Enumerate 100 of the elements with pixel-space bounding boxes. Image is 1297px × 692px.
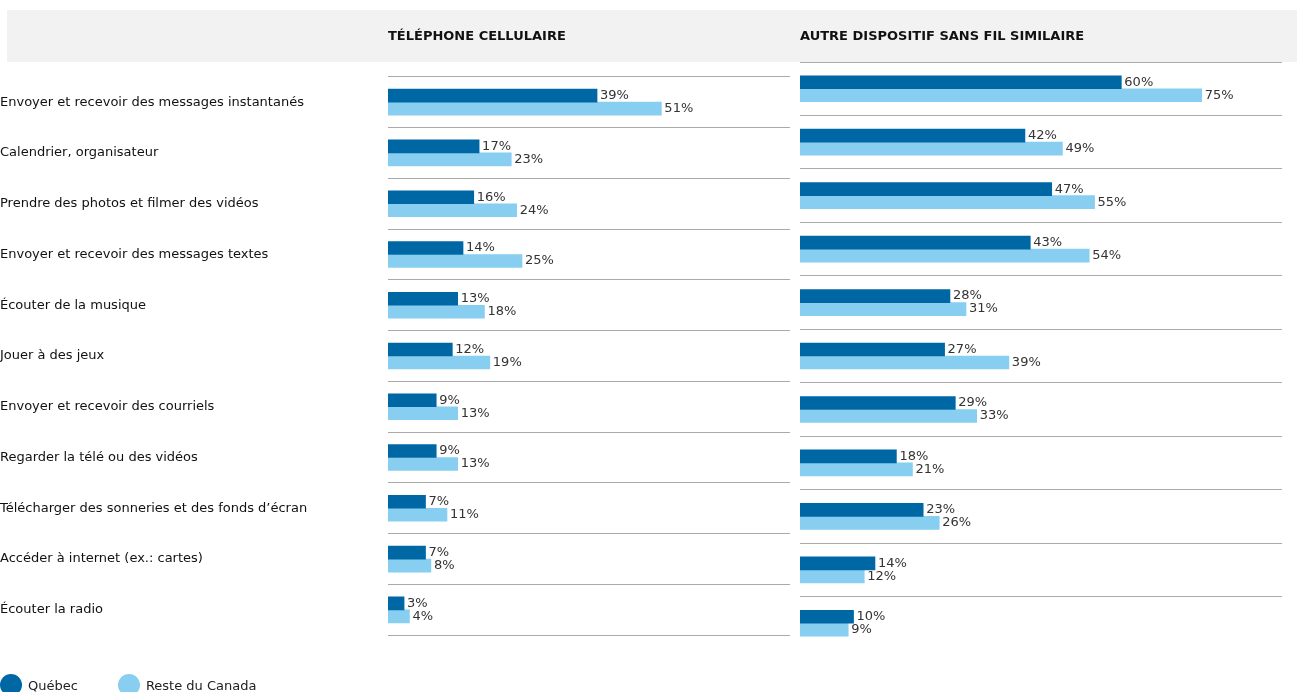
data-label: 12%	[867, 567, 897, 583]
bar	[388, 139, 480, 154]
bar	[388, 241, 464, 255]
bar	[800, 396, 956, 410]
data-label: 10%	[856, 608, 886, 624]
data-label: 24%	[519, 201, 549, 217]
data-label: 28%	[952, 287, 982, 303]
data-label: 27%	[947, 340, 977, 356]
data-label: 31%	[969, 300, 998, 316]
bar	[388, 545, 426, 560]
bar	[388, 457, 459, 471]
bar	[800, 462, 913, 477]
data-label: 14%	[466, 239, 495, 255]
data-label: 7%	[428, 493, 450, 509]
legend-label: Reste du Canada	[145, 677, 257, 692]
data-label: 55%	[1097, 193, 1127, 209]
y-tick-label: Envoyer et recevoir des messages instantanés	[0, 93, 305, 109]
bar	[388, 393, 437, 408]
bar	[388, 152, 512, 167]
bar	[388, 494, 426, 509]
bar	[800, 503, 924, 517]
data-label: 14%	[877, 554, 907, 570]
data-label: 21%	[915, 460, 945, 476]
y-tick-label: Écouter de la musique	[0, 296, 146, 312]
data-label: 13%	[460, 404, 490, 420]
y-tick-label: Accéder à internet (ex.: cartes)	[0, 550, 203, 566]
bar	[388, 342, 453, 357]
data-label: 42%	[1027, 127, 1057, 143]
y-tick-label: Regarder la télé ou des vidéos	[0, 448, 199, 464]
bar	[800, 302, 967, 316]
bar	[800, 248, 1090, 263]
bar	[800, 516, 940, 530]
bar	[388, 101, 662, 116]
y-tick-label: Jouer à des jeux	[0, 347, 105, 363]
bar	[388, 444, 437, 458]
data-label: 54%	[1092, 246, 1122, 262]
data-label: 3%	[407, 594, 428, 610]
bar	[388, 558, 432, 573]
data-label: 51%	[664, 100, 694, 116]
bar	[388, 406, 459, 421]
data-label: 8%	[433, 556, 455, 572]
bar	[388, 609, 410, 624]
chart-title: TÉLÉPHONE CELLULAIRE	[388, 28, 566, 43]
bar	[388, 291, 459, 306]
bar	[800, 556, 876, 571]
bar	[800, 75, 1122, 90]
data-label: 39%	[600, 87, 629, 103]
bar	[388, 88, 598, 103]
bar	[388, 355, 491, 370]
bar	[800, 569, 865, 584]
bar	[800, 289, 951, 303]
y-tick-label: Calendrier, organisateur	[0, 144, 159, 160]
y-tick-label: Envoyer et recevoir des courriels	[0, 398, 215, 414]
y-tick-label: Télécharger des sonneries et des fonds d’écran	[0, 499, 308, 515]
data-label: 26%	[942, 514, 972, 530]
data-label: 23%	[514, 150, 544, 166]
bar	[800, 449, 897, 464]
bar	[388, 203, 517, 218]
data-label: 18%	[899, 447, 929, 463]
bar	[800, 622, 849, 637]
data-label: 12%	[455, 340, 485, 356]
data-label: 17%	[482, 137, 512, 153]
data-label: 18%	[487, 303, 517, 319]
data-label: 49%	[1065, 140, 1095, 156]
bar	[800, 182, 1053, 196]
data-label: 23%	[926, 501, 956, 517]
bar	[800, 355, 1010, 370]
data-label: 43%	[1033, 233, 1063, 249]
y-tick-label: Envoyer et recevoir des messages textes	[0, 245, 269, 261]
data-label: 33%	[979, 407, 1009, 423]
bar	[800, 195, 1095, 209]
bar	[388, 304, 485, 319]
bar	[388, 190, 475, 205]
data-label: 16%	[476, 188, 506, 204]
bar	[388, 507, 448, 522]
data-label: 29%	[958, 394, 988, 410]
data-label: 9%	[439, 391, 460, 407]
bar	[800, 609, 854, 624]
y-tick-label: Écouter la radio	[0, 601, 104, 617]
data-label: 47%	[1054, 180, 1084, 196]
bar	[800, 409, 978, 423]
data-label: 9%	[851, 621, 872, 637]
data-label: 11%	[449, 506, 479, 522]
data-label: 13%	[460, 455, 490, 471]
data-label: 4%	[412, 607, 434, 623]
data-label: 9%	[439, 442, 460, 458]
legend-label: Québec	[28, 677, 78, 692]
data-label: 7%	[428, 543, 450, 559]
bar	[800, 88, 1202, 103]
bar	[800, 235, 1031, 250]
data-label: 75%	[1204, 86, 1234, 102]
data-label: 19%	[492, 353, 522, 369]
bar	[800, 342, 945, 357]
bar	[388, 596, 405, 611]
bar	[800, 141, 1063, 156]
data-label: 13%	[460, 290, 490, 306]
bar	[388, 254, 523, 268]
data-label: 25%	[525, 252, 554, 268]
chart-title: AUTRE DISPOSITIF SANS FIL SIMILAIRE	[800, 28, 1085, 43]
data-label: 60%	[1124, 73, 1154, 89]
